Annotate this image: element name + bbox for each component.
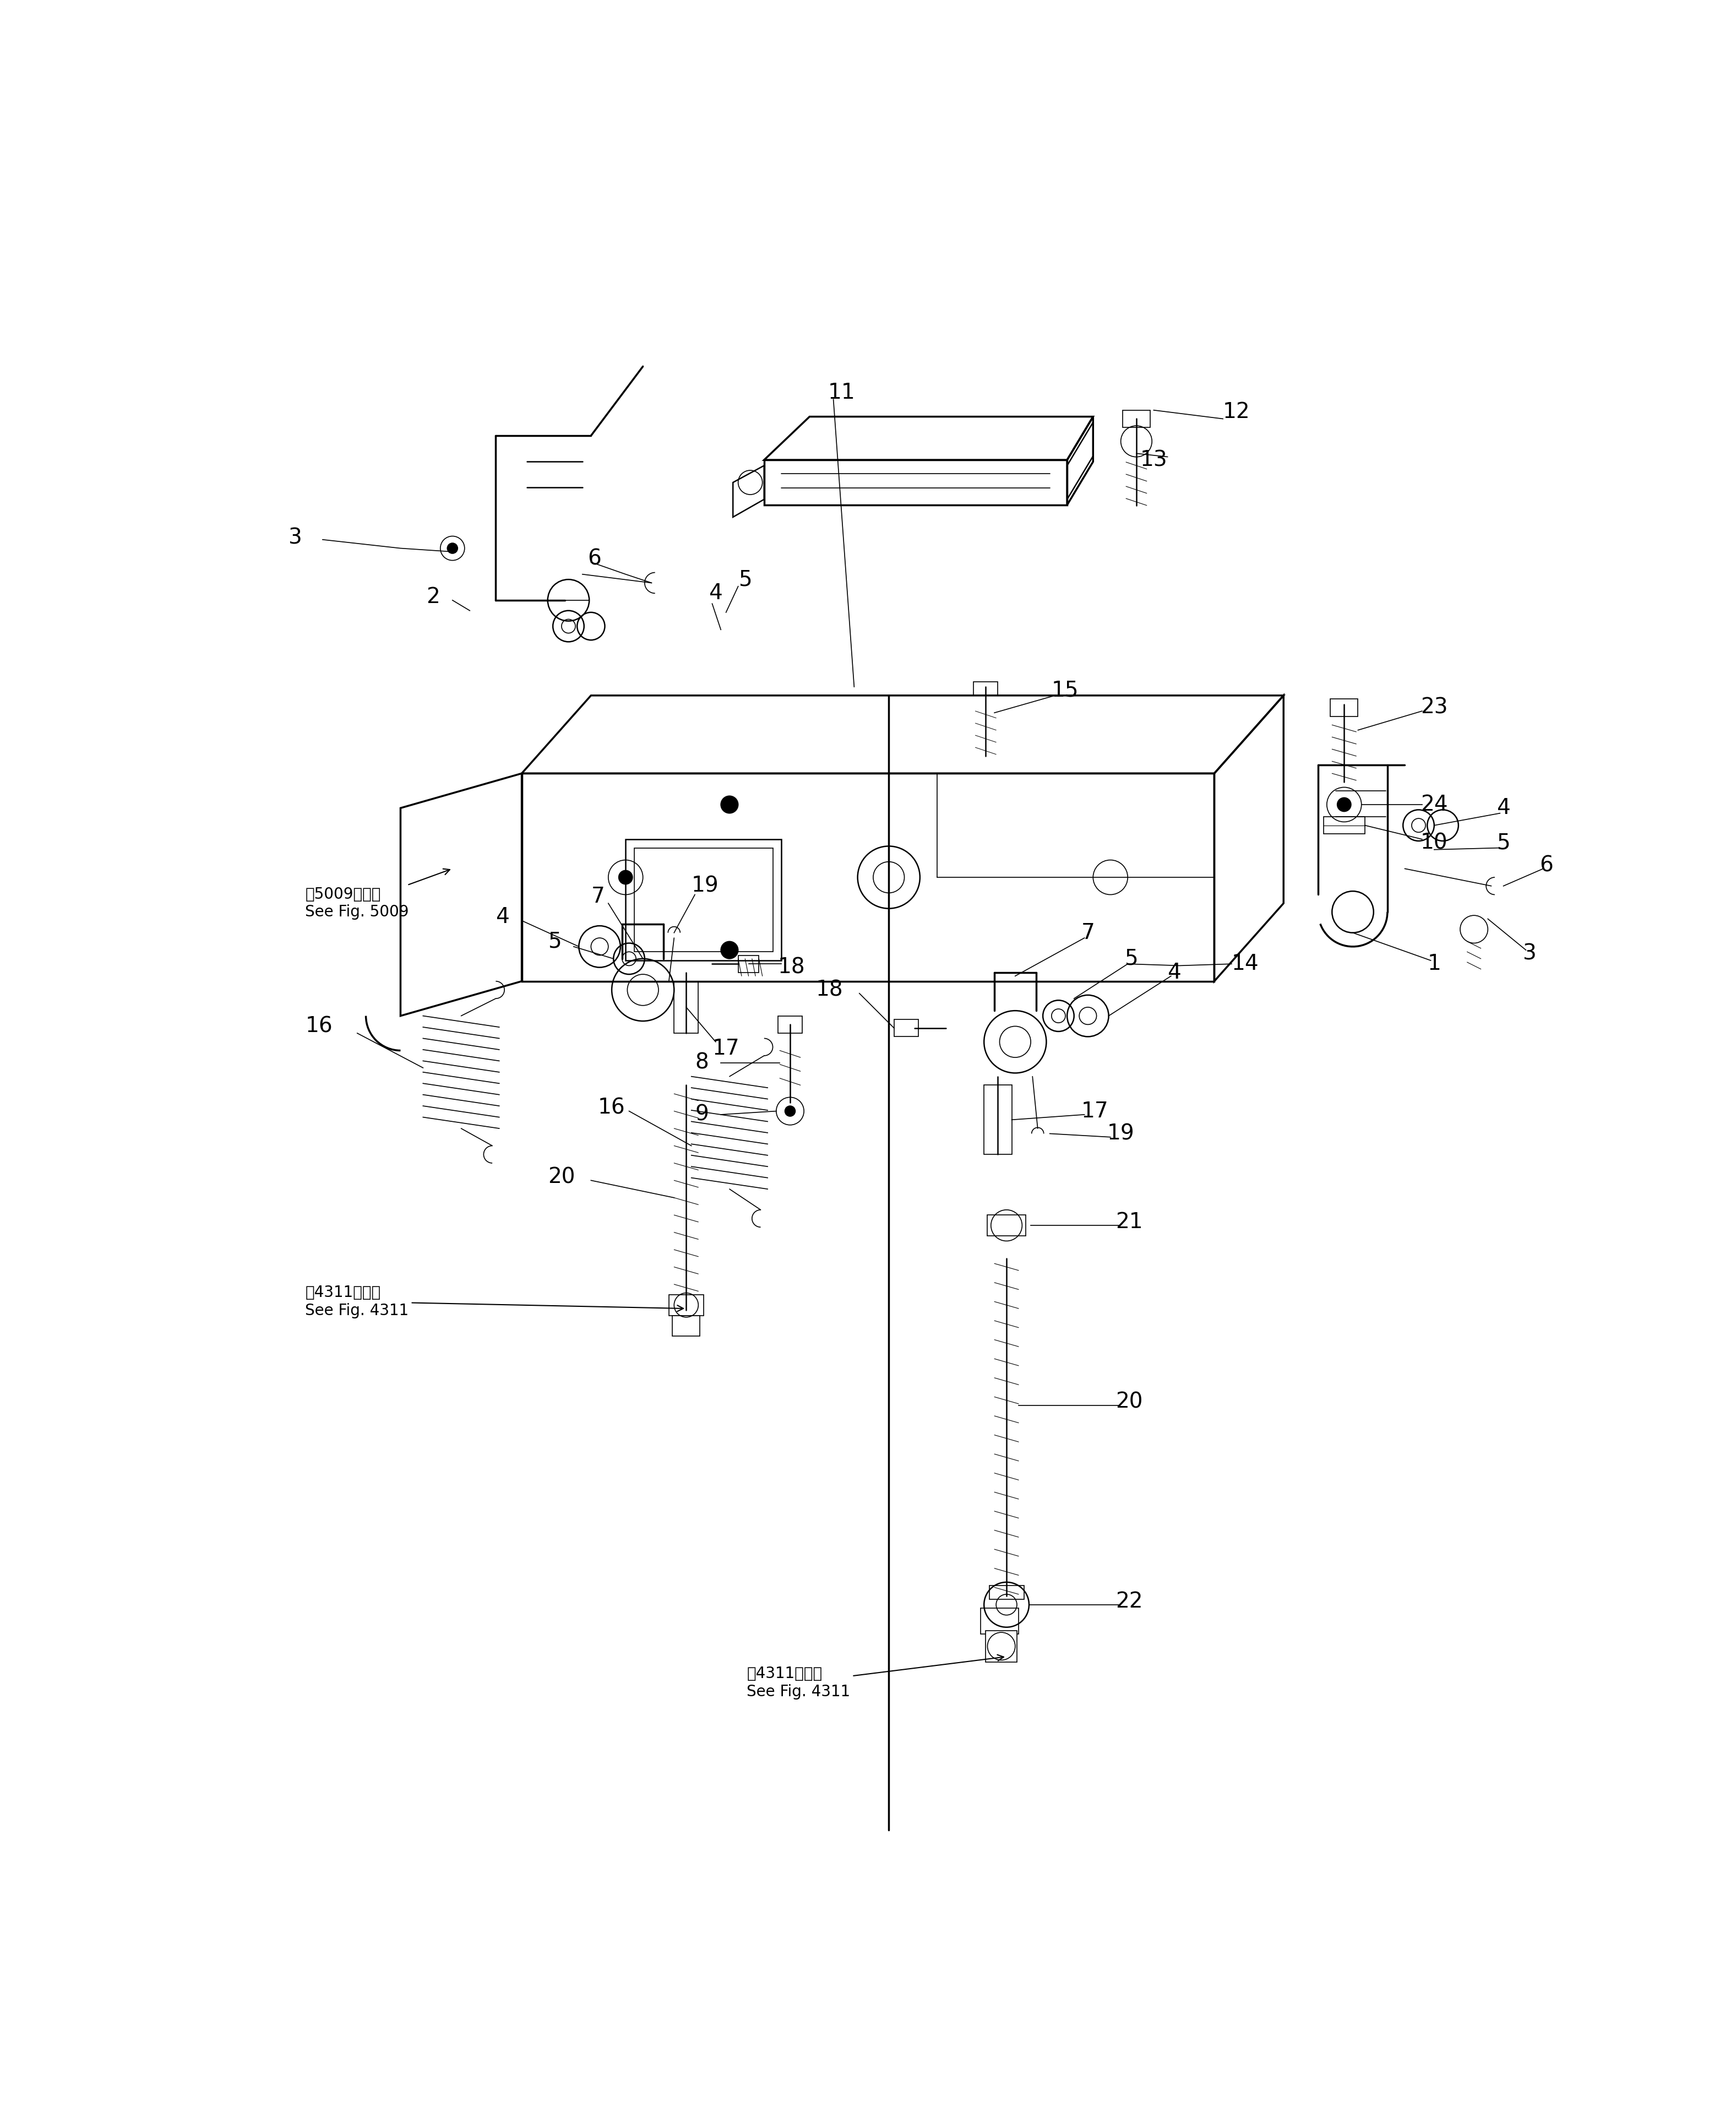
Text: 11: 11 <box>828 382 856 403</box>
Bar <box>625 838 781 960</box>
Text: 6: 6 <box>1540 855 1554 876</box>
Text: 20: 20 <box>547 1166 575 1187</box>
Text: 20: 20 <box>1116 1391 1142 1412</box>
Text: 6: 6 <box>587 548 601 569</box>
Text: 19: 19 <box>691 876 719 897</box>
Text: 2: 2 <box>427 586 441 607</box>
Bar <box>986 1630 1017 1662</box>
Bar <box>1330 700 1358 716</box>
Text: 7: 7 <box>1082 922 1095 943</box>
Text: 5: 5 <box>1125 948 1137 969</box>
Text: 5: 5 <box>547 931 561 952</box>
Bar <box>668 1294 703 1315</box>
Text: 17: 17 <box>712 1038 740 1059</box>
Text: 18: 18 <box>816 979 844 1000</box>
Bar <box>990 1586 1024 1599</box>
Text: 16: 16 <box>306 1015 333 1036</box>
Bar <box>778 1017 802 1034</box>
Bar <box>1123 410 1151 427</box>
Text: 4: 4 <box>1496 798 1510 819</box>
Text: 3: 3 <box>288 527 302 548</box>
Text: 4: 4 <box>496 908 509 929</box>
Text: 13: 13 <box>1141 450 1167 471</box>
Bar <box>988 1214 1026 1235</box>
Text: 18: 18 <box>778 956 806 977</box>
Circle shape <box>618 870 632 885</box>
Text: 4: 4 <box>1168 962 1180 983</box>
Bar <box>984 1084 1012 1153</box>
Bar <box>738 956 759 973</box>
Bar <box>974 681 998 695</box>
Text: 第5009図参照
See Fig. 5009: 第5009図参照 See Fig. 5009 <box>306 870 450 920</box>
Text: 23: 23 <box>1420 698 1448 719</box>
Circle shape <box>1337 798 1351 811</box>
Text: 15: 15 <box>1052 681 1078 702</box>
Bar <box>672 1315 700 1336</box>
Bar <box>1323 817 1364 834</box>
Text: 8: 8 <box>694 1053 708 1074</box>
Bar <box>634 849 773 952</box>
Text: 22: 22 <box>1116 1590 1142 1611</box>
Bar <box>674 981 698 1034</box>
Circle shape <box>720 941 738 958</box>
Text: 5: 5 <box>1496 832 1510 853</box>
Text: 12: 12 <box>1222 401 1250 422</box>
Text: 3: 3 <box>1522 943 1536 964</box>
Text: 16: 16 <box>597 1097 625 1118</box>
Text: 7: 7 <box>590 887 604 908</box>
Text: 10: 10 <box>1420 832 1448 853</box>
Circle shape <box>720 796 738 813</box>
Text: 21: 21 <box>1116 1212 1142 1233</box>
Text: 5: 5 <box>738 569 752 590</box>
Text: 17: 17 <box>1082 1101 1108 1122</box>
Text: 第4311図参照
See Fig. 4311: 第4311図参照 See Fig. 4311 <box>306 1286 684 1317</box>
Text: 4: 4 <box>708 582 722 603</box>
Text: 1: 1 <box>1427 954 1441 975</box>
Circle shape <box>448 542 458 553</box>
Circle shape <box>785 1105 795 1116</box>
Bar <box>981 1607 1019 1635</box>
Text: 第4311図参照
See Fig. 4311: 第4311図参照 See Fig. 4311 <box>746 1656 1003 1700</box>
Text: 14: 14 <box>1231 954 1259 975</box>
Bar <box>894 1019 918 1036</box>
Text: 19: 19 <box>1108 1124 1134 1145</box>
Text: 24: 24 <box>1420 794 1448 815</box>
Text: 9: 9 <box>694 1105 708 1124</box>
